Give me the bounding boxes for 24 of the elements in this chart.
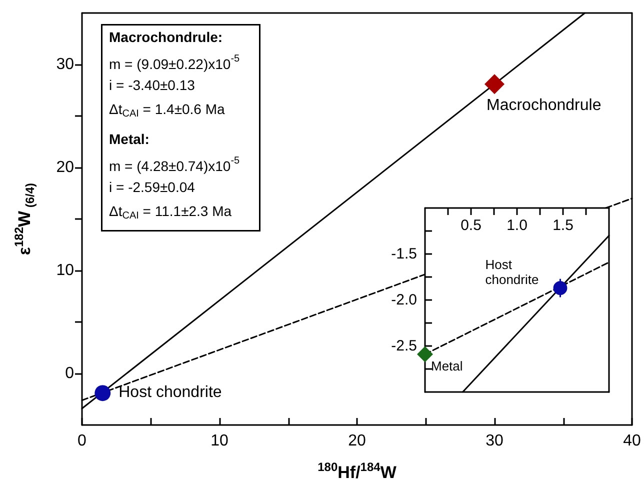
x-tick-label: 1.5 bbox=[552, 217, 574, 234]
x-tick-label: 0 bbox=[78, 432, 87, 450]
y-tick-label: 0 bbox=[65, 365, 74, 382]
series-label: Host chondrite bbox=[118, 384, 222, 402]
annotation: i = -3.40±0.13 bbox=[109, 77, 196, 93]
x-tick-label: 0.5 bbox=[460, 217, 482, 234]
y-tick-label: -2.5 bbox=[391, 338, 417, 354]
y-tick-label: 20 bbox=[56, 159, 74, 176]
series-label: Macrochondrule bbox=[486, 97, 602, 114]
x-tick-label: 30 bbox=[486, 432, 504, 450]
y-tick-label: 30 bbox=[56, 56, 74, 73]
annotation: i = -2.59±0.04 bbox=[109, 179, 196, 195]
y-axis-title: ε182W (6/4) bbox=[12, 182, 37, 256]
y-tick-label: -2.0 bbox=[391, 292, 417, 308]
x-tick-label: 20 bbox=[348, 432, 366, 450]
series-label: Metal bbox=[431, 358, 463, 374]
x-tick-label: 10 bbox=[210, 432, 228, 450]
y-tick-label: 10 bbox=[56, 262, 74, 279]
y-tick-label: -1.5 bbox=[391, 246, 417, 262]
x-tick-label: 40 bbox=[623, 432, 641, 450]
annotation: Macrochondrule: bbox=[109, 29, 223, 45]
x-tick-label: 1.0 bbox=[506, 217, 528, 234]
series-label: Host chondrite bbox=[485, 257, 539, 288]
annotation: Metal: bbox=[109, 131, 150, 147]
